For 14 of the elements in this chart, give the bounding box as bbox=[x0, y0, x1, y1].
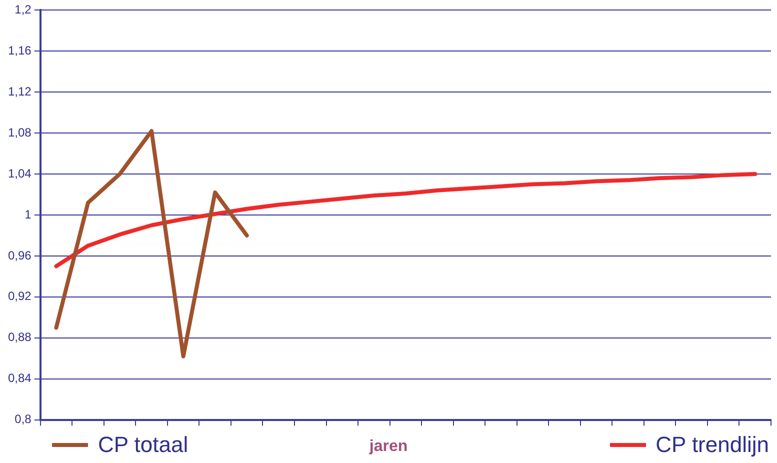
y-tick-label: 0,84 bbox=[8, 371, 32, 386]
y-tick-label: 1,04 bbox=[8, 166, 32, 180]
legend-label: CP totaal bbox=[98, 432, 188, 458]
legend-label: CP trendlijn bbox=[656, 432, 769, 458]
y-tick-label: 1 bbox=[24, 207, 32, 222]
y-tick-label: 1,2 bbox=[14, 2, 32, 17]
y-tick-label: 0,88 bbox=[8, 330, 32, 344]
x-axis-title: jaren bbox=[369, 438, 408, 455]
y-tick-label: 1,12 bbox=[8, 84, 32, 98]
y-tick-label: 1,08 bbox=[8, 125, 32, 140]
y-tick-label: 0,96 bbox=[8, 248, 32, 262]
y-tick-label: 0,92 bbox=[8, 289, 32, 304]
y-tick-label: 1,16 bbox=[8, 43, 32, 58]
y-tick-label: 0,8 bbox=[14, 412, 32, 426]
